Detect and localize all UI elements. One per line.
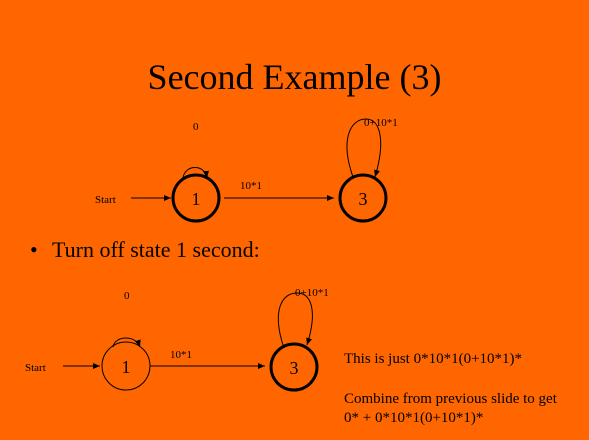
bullet-item: • Turn off state 1 second: <box>30 236 260 264</box>
bottom-state-1-label: 1 <box>122 357 131 377</box>
top-start-label: Start <box>95 194 116 206</box>
top-diagram: Start 0 1 10*1 0+10*1 3 <box>95 117 398 223</box>
bottom-state-3-label: 3 <box>290 358 299 378</box>
top-state3-self-loop <box>346 118 382 178</box>
bullet-text: Turn off state 1 second: <box>52 237 260 262</box>
note-line-1: This is just 0*10*1(0+10*1)* <box>344 351 523 367</box>
top-state-3 <box>338 173 388 223</box>
note-line-3: 0* + 0*10*1(0+10*1)* <box>344 410 484 426</box>
slide-title: Second Example (3) <box>147 57 442 97</box>
bottom-start-label: Start <box>25 362 46 374</box>
bottom-edge-label: 10*1 <box>170 349 192 361</box>
note-line-2: Combine from previous slide to get <box>344 391 557 407</box>
top-state-1 <box>171 173 221 223</box>
bottom-state1-loop-label: 0 <box>124 290 130 302</box>
top-state-1-label: 1 <box>192 189 201 209</box>
top-state1-loop-label: 0 <box>193 121 199 133</box>
bullet-marker: • <box>30 237 38 262</box>
top-state3-loop-label: 0+10*1 <box>364 117 398 129</box>
bottom-state1-self-loop <box>112 337 141 348</box>
bottom-state-3 <box>269 342 319 392</box>
bottom-state3-loop-label: 0+10*1 <box>295 287 329 299</box>
bottom-state3-self-loop <box>277 292 313 346</box>
top-edge-label: 10*1 <box>240 180 262 192</box>
top-state1-self-loop <box>182 167 209 179</box>
bottom-diagram: Start 0 1 10*1 0+10*1 3 <box>25 287 329 392</box>
top-state-3-label: 3 <box>359 189 368 209</box>
